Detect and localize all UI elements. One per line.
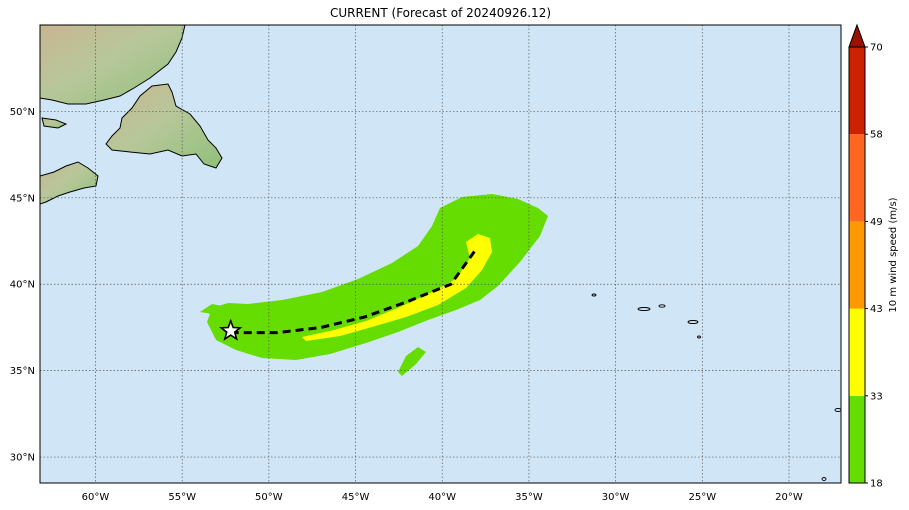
lon-tick-label: 35°W <box>515 492 543 503</box>
colorbar: 18 33 43 49 58 70 <box>848 23 883 490</box>
colorbar-tick-label: 18 <box>870 479 883 490</box>
star-icon <box>219 318 243 341</box>
lon-tick-label: 50°W <box>255 492 283 503</box>
land-cape-breton <box>40 161 99 205</box>
colorbar-extend-arrow <box>848 23 866 48</box>
colorbar-tick-label: 33 <box>870 391 883 402</box>
colorbar-segment <box>849 395 865 483</box>
land-labrador <box>40 25 186 105</box>
forecast-track <box>230 247 479 335</box>
colorbar-segment <box>849 308 865 396</box>
wind-swath-18 <box>207 194 548 360</box>
colorbar-tick-label: 43 <box>870 304 883 315</box>
map-title: CURRENT (Forecast of 20240926.12) <box>329 6 552 20</box>
colorbar-tick-label: 58 <box>870 130 883 141</box>
lon-tick-label: 60°W <box>82 492 110 503</box>
colorbar-segment <box>849 47 865 135</box>
lat-tick-label: 45°N <box>10 193 35 204</box>
wind-swath-18-blob2 <box>200 304 222 314</box>
azores-coastlines <box>591 293 841 481</box>
forecast-track-line <box>230 247 479 335</box>
graticule <box>40 25 841 483</box>
colorbar-segment <box>849 134 865 222</box>
latitude-axis: 30°N 35°N 40°N 45°N 50°N <box>10 107 35 464</box>
lon-tick-label: 55°W <box>168 492 196 503</box>
colorbar-tick-label: 49 <box>870 217 883 228</box>
lat-tick-label: 40°N <box>10 280 35 291</box>
wind-swath-18-blob <box>398 347 426 376</box>
lon-tick-label: 40°W <box>428 492 456 503</box>
lon-tick-label: 25°W <box>688 492 716 503</box>
wind-swath-33 <box>302 234 492 341</box>
lon-tick-label: 30°W <box>602 492 630 503</box>
land-newfoundland <box>105 83 223 169</box>
lat-tick-label: 35°N <box>10 366 35 377</box>
colorbar-frame <box>848 46 866 484</box>
map-layers <box>40 25 841 481</box>
current-position-marker <box>219 318 243 341</box>
lon-tick-label: 20°W <box>775 492 803 503</box>
land-island <box>41 117 68 129</box>
lat-tick-label: 50°N <box>10 107 35 118</box>
longitude-axis: 60°W 55°W 50°W 45°W 40°W 35°W 30°W 25°W 20°W <box>82 492 803 503</box>
map-frame <box>39 24 842 484</box>
colorbar-label: 10 m wind speed (m/s) <box>888 197 899 312</box>
colorbar-segment <box>849 221 865 309</box>
colorbar-tick-label: 70 <box>870 43 883 54</box>
lat-tick-label: 30°N <box>10 453 35 464</box>
lon-tick-label: 45°W <box>342 492 370 503</box>
